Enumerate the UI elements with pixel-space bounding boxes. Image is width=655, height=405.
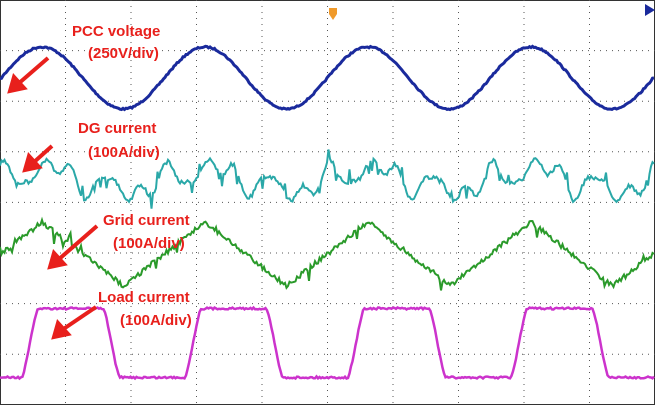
trace-scale: (100A/div) (120, 312, 192, 329)
oscilloscope-screen: PCC voltage (250V/div) DG current (100A/… (0, 0, 655, 405)
trace-label: PCC voltage (72, 23, 160, 40)
page: {"traces": [ {"label": "PCC voltage", "s… (0, 0, 655, 405)
trace-scale: (100A/div) (88, 144, 160, 161)
trace-scale: (250V/div) (88, 45, 159, 62)
trace-label: DG current (78, 120, 156, 137)
trace-scale: (100A/div) (113, 235, 185, 252)
trace-label: Grid current (103, 212, 190, 229)
trace-label: Load current (98, 289, 190, 306)
